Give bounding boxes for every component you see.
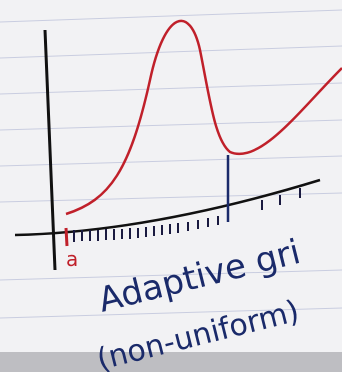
point-label: a xyxy=(66,247,78,271)
start-marker xyxy=(66,228,67,246)
page: a Adaptive gri (non-uniform) (() => { co… xyxy=(0,0,342,372)
photo: a Adaptive gri (non-uniform) xyxy=(0,0,342,372)
